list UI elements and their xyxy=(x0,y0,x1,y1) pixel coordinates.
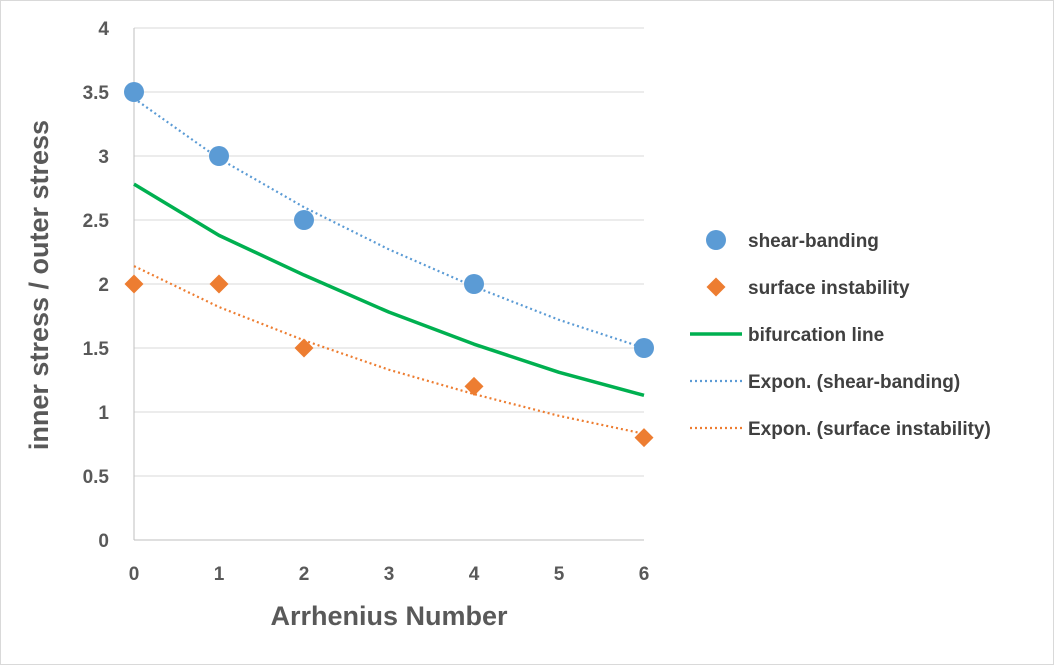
x-tick-label: 2 xyxy=(299,564,310,585)
legend-label: shear-banding xyxy=(748,231,879,252)
y-tick-label: 3 xyxy=(98,147,109,168)
legend-label: surface instability xyxy=(748,278,910,299)
x-tick-labels: 0 1 2 3 4 5 6 xyxy=(129,564,650,585)
x-axis-title: Arrhenius Number xyxy=(270,601,508,631)
data-point xyxy=(209,146,229,166)
legend-label: Expon. (shear-banding) xyxy=(748,372,960,393)
data-point xyxy=(464,376,484,396)
y-tick-label: 1.5 xyxy=(83,339,110,360)
x-tick-label: 1 xyxy=(214,564,225,585)
series-markers xyxy=(124,82,654,448)
y-axis-title: inner stress / outer stress xyxy=(24,120,54,450)
series-line xyxy=(133,182,645,398)
legend-label: Expon. (surface instability) xyxy=(748,419,991,440)
series-line xyxy=(133,265,645,435)
y-tick-labels: 0 0.5 1 1.5 2 2.5 3 3.5 4 xyxy=(83,19,110,552)
x-tick-label: 5 xyxy=(554,564,565,585)
data-point xyxy=(294,338,314,358)
data-point xyxy=(124,274,144,294)
data-point xyxy=(634,428,654,448)
series-line xyxy=(133,97,645,350)
legend-marker xyxy=(706,230,726,250)
data-point xyxy=(294,210,314,230)
y-tick-label: 1 xyxy=(98,403,109,424)
y-tick-label: 4 xyxy=(98,19,109,40)
legend: shear-banding surface instability bifurcat… xyxy=(690,230,991,440)
y-tick-label: 0 xyxy=(98,531,109,552)
y-tick-label: 2 xyxy=(98,275,109,296)
legend-label: bifurcation line xyxy=(748,325,884,346)
y-tick-label: 0.5 xyxy=(83,467,110,488)
series-lines xyxy=(133,97,645,435)
legend-marker xyxy=(706,277,726,297)
grid-lines xyxy=(134,27,644,477)
data-point xyxy=(464,274,484,294)
x-tick-label: 4 xyxy=(469,564,480,585)
x-tick-label: 6 xyxy=(639,564,650,585)
data-point xyxy=(124,82,144,102)
x-tick-label: 3 xyxy=(384,564,395,585)
y-tick-label: 3.5 xyxy=(83,83,110,104)
x-tick-label: 0 xyxy=(129,564,140,585)
data-point xyxy=(634,338,654,358)
y-tick-label: 2.5 xyxy=(83,211,110,232)
data-point xyxy=(209,274,229,294)
